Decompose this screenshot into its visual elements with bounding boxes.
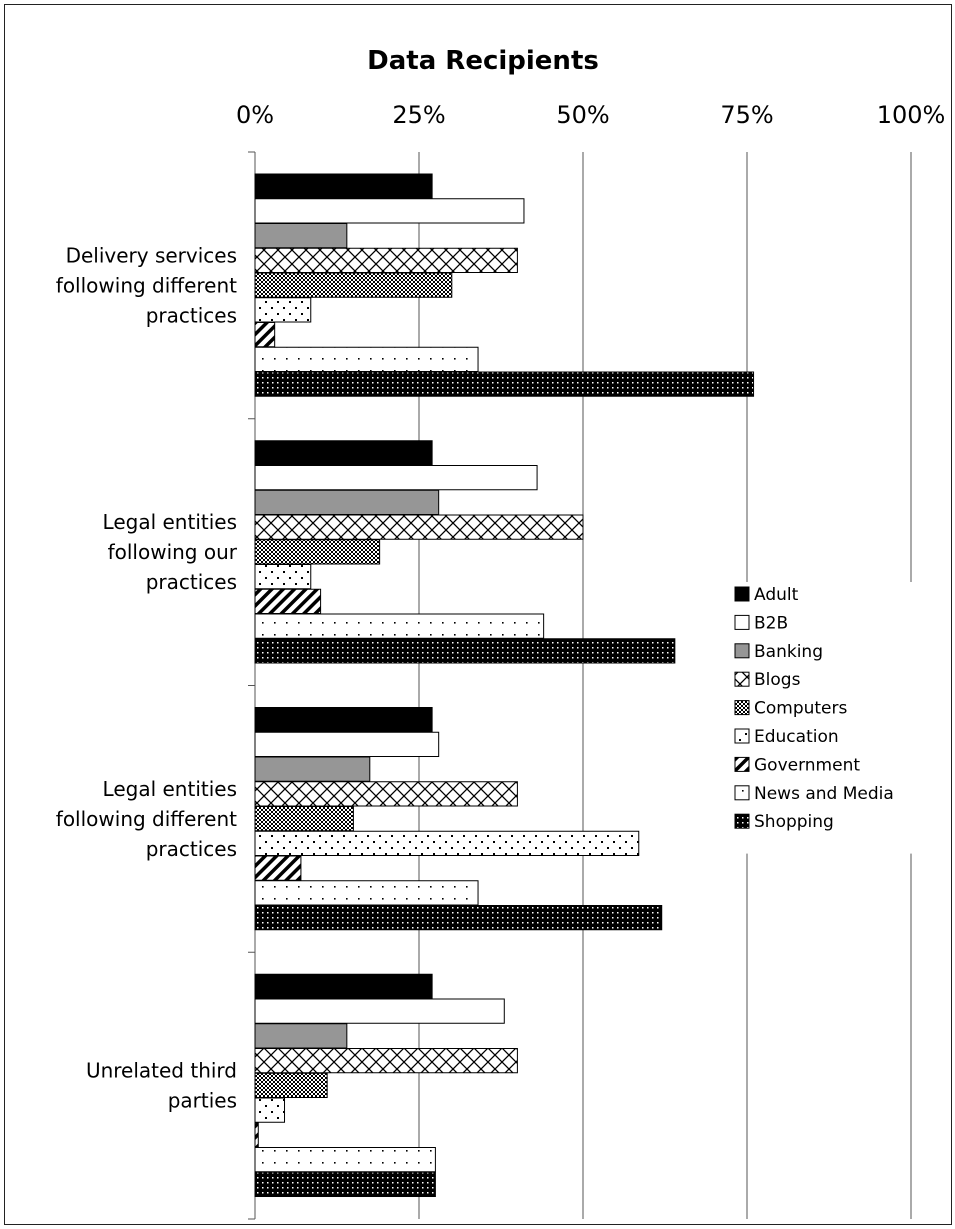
bar-chart: Data Recipients 0% 25% 50% 75% 100% Delivery… [56,46,946,1220]
bar-shopping [254,1171,436,1198]
bar-banking [254,489,440,516]
chart-frame: Data Recipients 0% 25% 50% 75% 100% Delivery… [4,4,952,1225]
legend-swatch [734,756,750,772]
legend-swatch [734,614,750,630]
bar-shopping [254,371,755,397]
bar-computers [254,539,381,565]
bar-adult [254,973,433,1000]
x-tick-label: 75% [720,101,773,129]
bar-blogs [254,247,518,274]
bar-news-and-media [254,346,479,373]
bar-blogs [254,781,518,807]
x-tick-label: 100% [877,101,946,129]
legend-label: News and Media [754,784,894,804]
bar-b2b [254,731,440,758]
x-tick-label: 25% [392,101,445,129]
legend-swatch [734,700,750,716]
legend-label: Education [754,727,839,747]
bar-education [254,297,312,323]
legend-box [727,582,945,854]
category-label: Unrelated third parties [86,1059,237,1113]
bar-education [254,830,640,857]
legend-label: Computers [754,699,848,719]
bar-government [254,855,302,881]
bar-adult [254,707,433,733]
bar-b2b [254,198,525,224]
legend-label: B2B [754,613,788,633]
bar-banking [254,223,348,249]
legend-label: Government [754,755,860,775]
legend-label: Shopping [754,812,834,832]
legend-swatch [734,728,750,744]
bar-government [254,322,276,348]
bar-blogs [254,514,584,540]
bar-shopping [254,905,663,931]
legend-swatch [734,586,750,602]
bar-banking [254,1023,348,1049]
bar-education [254,1097,286,1123]
legend-swatch [734,785,750,801]
bar-blogs [254,1048,518,1074]
bar-education [254,564,312,590]
category-label: Legal entities following our practices [103,510,238,594]
legend-swatch [734,643,750,659]
legend-swatch [734,671,750,687]
bar-news-and-media [254,880,479,906]
bar-banking [254,756,371,782]
bar-news-and-media [254,1147,436,1173]
bar-government [254,1122,259,1148]
category-label: Legal entities following different practic… [56,777,237,861]
bar-computers [254,272,453,298]
legend-label: Blogs [754,670,801,690]
x-tick-label: 50% [556,101,609,129]
x-tick-label: 0% [236,101,274,129]
bar-government [254,588,322,615]
bar-computers [254,806,354,832]
bar-adult [254,440,433,466]
bar-b2b [254,465,538,491]
bar-adult [254,173,433,199]
bar-b2b [254,998,505,1024]
legend-swatch [734,813,750,829]
legend-label: Adult [754,585,799,605]
legend-label: Banking [754,642,823,662]
bar-shopping [254,638,676,664]
category-label: Delivery services following different prac… [56,243,237,327]
chart-title: Data Recipients [367,46,599,76]
bar-computers [254,1072,328,1099]
bar-news-and-media [254,613,545,639]
